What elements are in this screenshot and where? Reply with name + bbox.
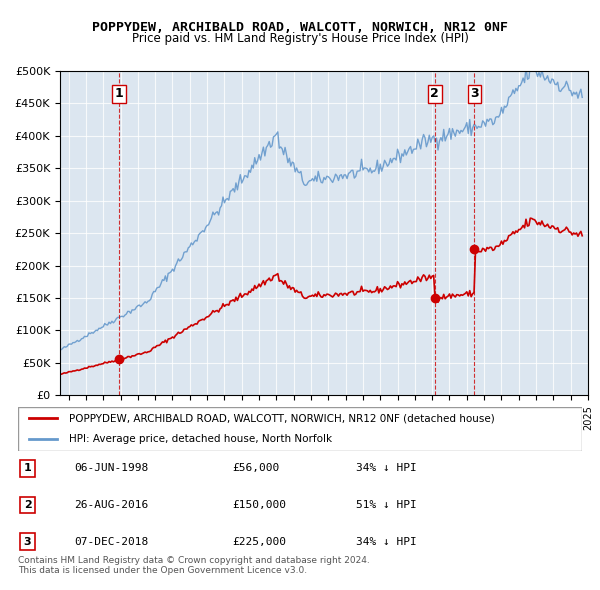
Text: £56,000: £56,000 (232, 464, 280, 473)
Text: £225,000: £225,000 (232, 537, 286, 546)
Text: 1: 1 (115, 87, 124, 100)
Text: 26-AUG-2016: 26-AUG-2016 (74, 500, 149, 510)
Text: 3: 3 (23, 537, 31, 546)
Text: 2: 2 (430, 87, 439, 100)
Text: 3: 3 (470, 87, 479, 100)
Text: 2: 2 (23, 500, 31, 510)
Text: 34% ↓ HPI: 34% ↓ HPI (356, 464, 417, 473)
Text: 06-JUN-1998: 06-JUN-1998 (74, 464, 149, 473)
FancyBboxPatch shape (18, 407, 582, 451)
Text: £150,000: £150,000 (232, 500, 286, 510)
Text: Price paid vs. HM Land Registry's House Price Index (HPI): Price paid vs. HM Land Registry's House … (131, 32, 469, 45)
Text: 51% ↓ HPI: 51% ↓ HPI (356, 500, 417, 510)
Text: 34% ↓ HPI: 34% ↓ HPI (356, 537, 417, 546)
Text: 1: 1 (23, 464, 31, 473)
Text: 07-DEC-2018: 07-DEC-2018 (74, 537, 149, 546)
Text: POPPYDEW, ARCHIBALD ROAD, WALCOTT, NORWICH, NR12 0NF: POPPYDEW, ARCHIBALD ROAD, WALCOTT, NORWI… (92, 21, 508, 34)
Text: HPI: Average price, detached house, North Norfolk: HPI: Average price, detached house, Nort… (69, 434, 332, 444)
Text: Contains HM Land Registry data © Crown copyright and database right 2024.
This d: Contains HM Land Registry data © Crown c… (18, 556, 370, 575)
Text: POPPYDEW, ARCHIBALD ROAD, WALCOTT, NORWICH, NR12 0NF (detached house): POPPYDEW, ARCHIBALD ROAD, WALCOTT, NORWI… (69, 413, 494, 423)
